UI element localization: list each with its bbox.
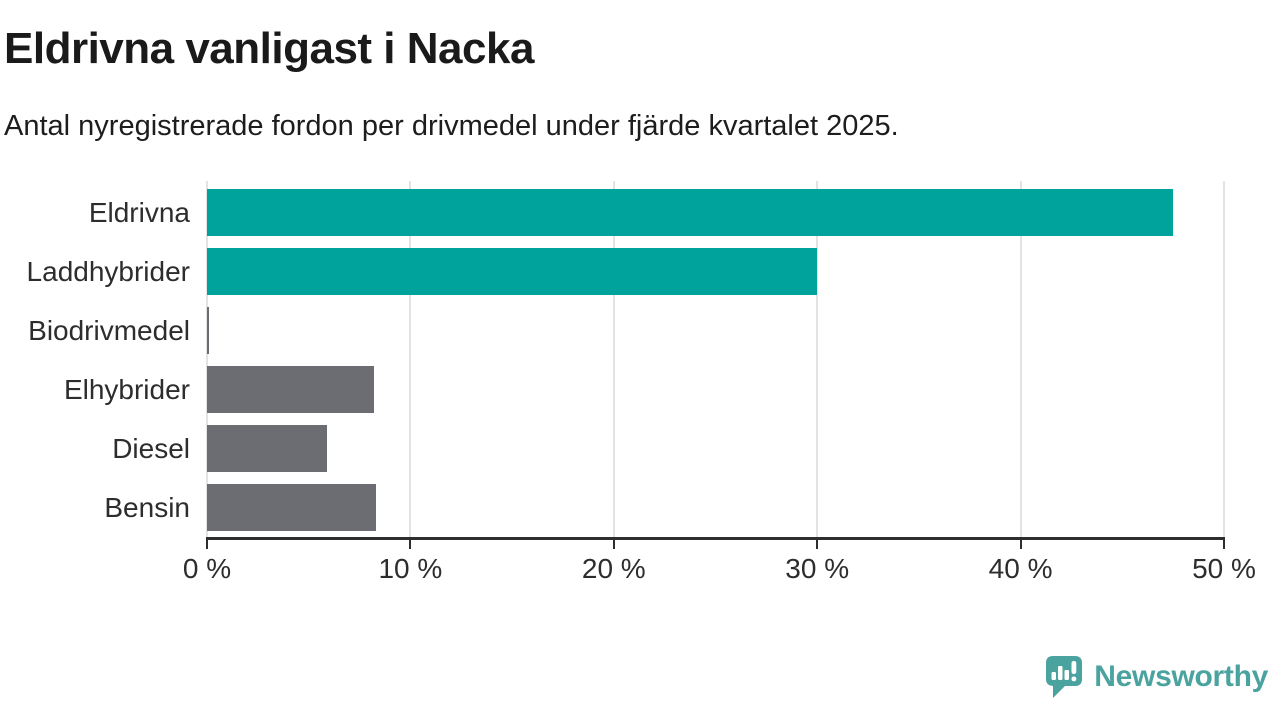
- bar-bensin: [207, 484, 376, 531]
- gridline-20: [612, 181, 615, 537]
- bar-laddhybrider: [207, 248, 818, 295]
- bar-row-biodrivmedel: Biodrivmedel: [0, 301, 1280, 360]
- gridline-30: [816, 181, 819, 537]
- x-axis-tick-label-30: 30 %: [785, 553, 850, 584]
- x-axis-tick-0: [206, 537, 208, 549]
- category-label-elhybrider: Elhybrider: [63, 373, 190, 405]
- x-axis-tick-label-40: 40 %: [988, 553, 1053, 584]
- x-axis-tick-20: [612, 537, 615, 549]
- bar-elhybrider: [207, 366, 374, 413]
- bar-biodrivmedel: [207, 307, 210, 354]
- x-axis-tick-50: [1223, 537, 1225, 549]
- newsworthy-logo: Newsworthy: [1044, 654, 1268, 700]
- x-axis-tick-10: [409, 537, 412, 549]
- category-label-biodrivmedel: Biodrivmedel: [28, 314, 190, 346]
- gridline-40: [1019, 181, 1022, 537]
- x-axis-tick-40: [1019, 537, 1022, 549]
- x-axis-tick-label-10: 10 %: [378, 553, 443, 584]
- x-axis: [206, 537, 1225, 540]
- bar-row-diesel: Diesel: [0, 419, 1280, 478]
- bar-row-eldrivna: Eldrivna: [0, 183, 1280, 242]
- bar-diesel: [207, 425, 327, 472]
- bar-row-bensin: Bensin: [0, 478, 1280, 537]
- category-label-bensin: Bensin: [104, 491, 190, 523]
- x-axis-tick-30: [816, 537, 819, 549]
- x-axis-tick-label-0: 0 %: [182, 553, 232, 584]
- newsworthy-wordmark: Newsworthy: [1094, 660, 1268, 693]
- gridline-10: [409, 181, 412, 537]
- newsworthy-speech-bubble-bar-chart-icon: [1044, 654, 1084, 700]
- x-axis-tick-label-50: 50 %: [1192, 553, 1256, 584]
- category-label-diesel: Diesel: [112, 432, 190, 464]
- x-axis-tick-label-20: 20 %: [581, 553, 646, 584]
- gridline-0: [206, 181, 208, 537]
- bar-row-elhybrider: Elhybrider: [0, 360, 1280, 419]
- category-label-eldrivna: Eldrivna: [88, 196, 190, 228]
- bar-row-laddhybrider: Laddhybrider: [0, 242, 1280, 301]
- chart-subtitle: Antal nyregistrerade fordon per drivmede…: [4, 110, 899, 142]
- category-label-laddhybrider: Laddhybrider: [26, 255, 190, 287]
- gridline-50: [1223, 181, 1225, 537]
- chart-title: Eldrivna vanligast i Nacka: [4, 24, 534, 73]
- bar-eldrivna: [207, 189, 1174, 236]
